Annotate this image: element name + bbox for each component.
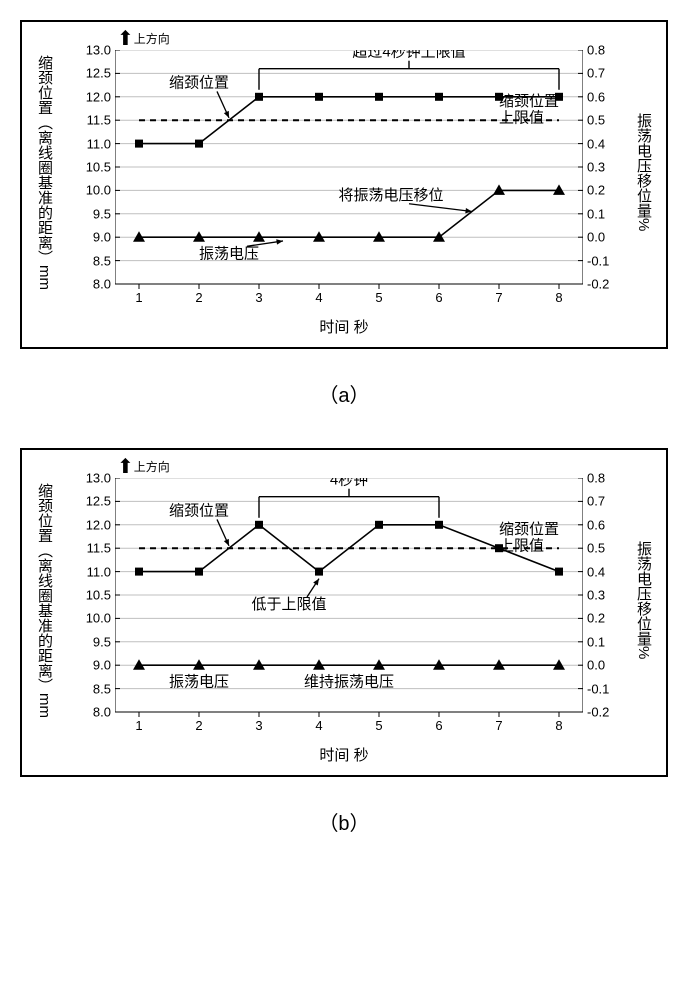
y-right-tick-label: 0.4 xyxy=(587,136,605,151)
y-left-tick-label: 13.0 xyxy=(86,43,111,58)
y-left-axis-label-b: 缩颈位置（离线圈基准的距离）mm xyxy=(32,460,57,740)
svg-text:6: 6 xyxy=(435,290,442,305)
svg-text:8: 8 xyxy=(555,718,562,733)
y-left-tick-label: 12.0 xyxy=(86,89,111,104)
chart-a-container: 缩颈位置（离线圈基准的距离）mm ⬆ 上方向 8.08.59.09.510.01… xyxy=(20,20,668,349)
plot-svg-b: 123456784秒钟缩颈位置缩颈位置上限值低于上限值振荡电压维持振荡电压 xyxy=(115,478,583,740)
x-axis-label-a: 时间 秒 xyxy=(32,316,656,337)
svg-text:4秒钟: 4秒钟 xyxy=(330,478,368,489)
y-left-tick-label: 11.5 xyxy=(87,113,111,128)
svg-text:维持振荡电压: 维持振荡电压 xyxy=(304,673,394,690)
svg-text:缩颈位置: 缩颈位置 xyxy=(499,521,559,538)
y-left-tick-label: 12.0 xyxy=(86,517,111,532)
y-right-tick-label: 0.7 xyxy=(587,66,605,81)
y-right-tick-label: 0.2 xyxy=(587,611,605,626)
y-left-tick-label: 8.0 xyxy=(93,277,111,292)
y-right-tick-label: 0.3 xyxy=(587,160,605,175)
y-left-tick-label: 13.0 xyxy=(86,471,111,486)
y-right-tick-label: 0.8 xyxy=(587,471,605,486)
chart-b-container: 缩颈位置（离线圈基准的距离）mm ⬆ 上方向 8.08.59.09.510.01… xyxy=(20,448,668,777)
y-right-tick-label: 0.1 xyxy=(587,206,605,221)
y-right-axis-label-b: 振荡电压移位量% xyxy=(631,460,656,740)
up-arrow-label: ⬆ 上方向 xyxy=(117,30,170,47)
y-right-tick-label: 0.3 xyxy=(587,588,605,603)
y-left-tick-label: 12.5 xyxy=(86,66,111,81)
y-right-tick-label: 0.5 xyxy=(587,541,605,556)
svg-text:缩颈位置: 缩颈位置 xyxy=(169,502,229,519)
x-axis-label-b: 时间 秒 xyxy=(32,744,656,765)
svg-text:2: 2 xyxy=(195,718,202,733)
y-right-tick-label: 0.7 xyxy=(587,494,605,509)
y-left-ticks-a: 8.08.59.09.510.010.511.011.512.012.513.0 xyxy=(57,50,115,284)
svg-text:1: 1 xyxy=(135,290,142,305)
svg-text:4: 4 xyxy=(315,718,322,733)
y-left-tick-label: 8.5 xyxy=(93,253,111,268)
y-right-ticks-a: -0.2-0.10.00.10.20.30.40.50.60.70.8 xyxy=(583,50,631,284)
y-right-axis-label: 振荡电压移位量% xyxy=(631,32,656,312)
y-left-tick-label: 9.5 xyxy=(93,634,111,649)
up-direction-text: 上方向 xyxy=(134,458,170,475)
y-left-tick-label: 10.5 xyxy=(86,160,111,175)
subfigure-label-a: （a） xyxy=(20,379,668,408)
svg-text:上限值: 上限值 xyxy=(499,110,544,127)
y-left-ticks-b: 8.08.59.09.510.010.511.011.512.012.513.0 xyxy=(57,478,115,712)
svg-text:缩颈位置: 缩颈位置 xyxy=(169,74,229,91)
y-left-tick-label: 10.5 xyxy=(86,588,111,603)
svg-text:将振荡电压移位: 将振荡电压移位 xyxy=(338,187,443,204)
plot-svg-a: 12345678超过4秒钟上限值缩颈位置缩颈位置上限值将振荡电压移位振荡电压 xyxy=(115,50,583,312)
svg-text:5: 5 xyxy=(375,290,382,305)
y-right-tick-label: 0.0 xyxy=(587,230,605,245)
svg-text:6: 6 xyxy=(435,718,442,733)
y-right-ticks-b: -0.2-0.10.00.10.20.30.40.50.60.70.8 xyxy=(583,478,631,712)
y-left-tick-label: 11.5 xyxy=(87,541,111,556)
y-right-tick-label: -0.1 xyxy=(587,681,609,696)
y-left-tick-label: 11.0 xyxy=(87,136,111,151)
svg-text:7: 7 xyxy=(495,718,502,733)
chart-b-plot-area: ⬆ 上方向 8.08.59.09.510.010.511.011.512.012… xyxy=(57,460,631,740)
y-right-tick-label: 0.6 xyxy=(587,89,605,104)
y-right-tick-label: -0.1 xyxy=(587,253,609,268)
svg-text:8: 8 xyxy=(555,290,562,305)
up-direction-text: 上方向 xyxy=(134,30,170,47)
svg-text:5: 5 xyxy=(375,718,382,733)
y-left-tick-label: 12.5 xyxy=(86,494,111,509)
svg-text:缩颈位置: 缩颈位置 xyxy=(499,93,559,110)
y-left-tick-label: 9.5 xyxy=(93,206,111,221)
y-right-tick-label: 0.4 xyxy=(587,564,605,579)
y-right-tick-label: 0.1 xyxy=(587,634,605,649)
svg-text:7: 7 xyxy=(495,290,502,305)
y-left-tick-label: 8.0 xyxy=(93,705,111,720)
y-left-axis-label: 缩颈位置（离线圈基准的距离）mm xyxy=(32,32,57,312)
y-left-tick-label: 11.0 xyxy=(87,564,111,579)
svg-text:低于上限值: 低于上限值 xyxy=(251,596,326,613)
y-right-tick-label: 0.0 xyxy=(587,658,605,673)
up-arrow-icon: ⬆ xyxy=(117,460,134,474)
y-left-tick-label: 10.0 xyxy=(86,611,111,626)
y-right-tick-label: 0.5 xyxy=(587,113,605,128)
y-left-tick-label: 9.0 xyxy=(93,658,111,673)
up-arrow-icon: ⬆ xyxy=(117,32,134,46)
svg-text:1: 1 xyxy=(135,718,142,733)
svg-text:振荡电压: 振荡电压 xyxy=(199,245,259,262)
svg-text:上限值: 上限值 xyxy=(499,538,544,555)
svg-text:超过4秒钟上限值: 超过4秒钟上限值 xyxy=(352,50,465,61)
svg-text:3: 3 xyxy=(255,290,262,305)
y-right-tick-label: -0.2 xyxy=(587,277,609,292)
y-right-tick-label: -0.2 xyxy=(587,705,609,720)
svg-text:4: 4 xyxy=(315,290,322,305)
svg-text:3: 3 xyxy=(255,718,262,733)
y-left-tick-label: 10.0 xyxy=(86,183,111,198)
subfigure-label-b: （b） xyxy=(20,807,668,836)
chart-a-plot-area: ⬆ 上方向 8.08.59.09.510.010.511.011.512.012… xyxy=(57,32,631,312)
y-right-tick-label: 0.2 xyxy=(587,183,605,198)
y-left-tick-label: 8.5 xyxy=(93,681,111,696)
up-arrow-label-b: ⬆ 上方向 xyxy=(117,458,170,475)
svg-text:振荡电压: 振荡电压 xyxy=(169,673,229,690)
y-right-tick-label: 0.6 xyxy=(587,517,605,532)
svg-text:2: 2 xyxy=(195,290,202,305)
y-right-tick-label: 0.8 xyxy=(587,43,605,58)
y-left-tick-label: 9.0 xyxy=(93,230,111,245)
